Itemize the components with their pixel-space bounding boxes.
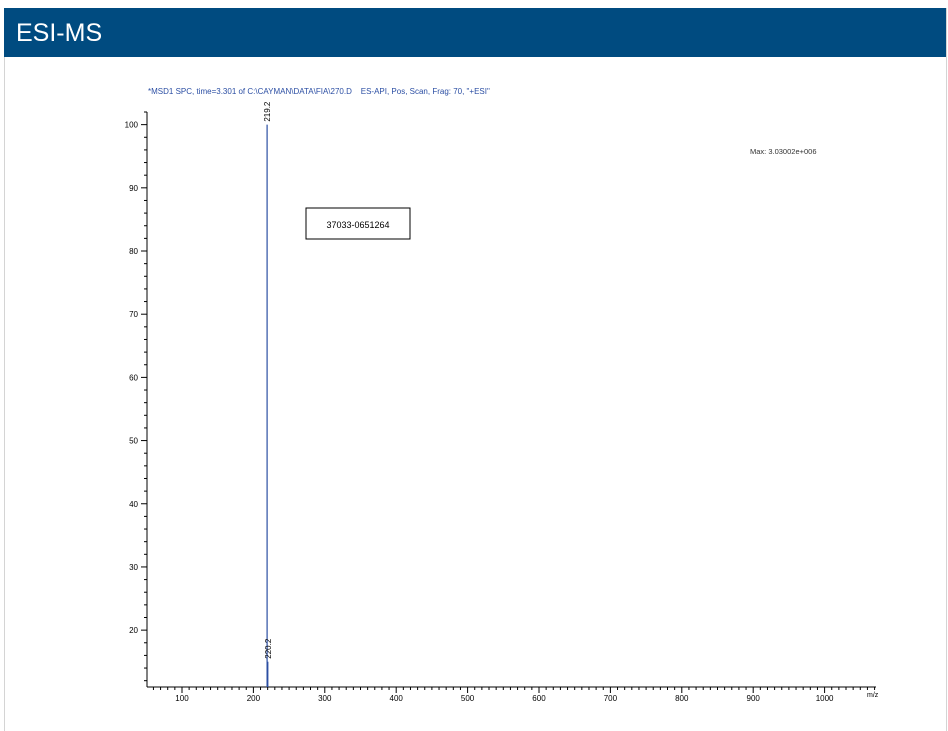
y-tick-label: 20	[129, 626, 138, 635]
x-tick-label: 600	[532, 694, 546, 703]
y-tick-label: 90	[129, 184, 138, 193]
max-intensity-label: Max: 3.03002e+006	[750, 147, 817, 156]
y-tick-label: 80	[129, 247, 138, 256]
x-axis-label: m/z	[867, 692, 879, 699]
y-tick-label: 50	[129, 437, 138, 446]
x-axis-ticks: 100 200 300 400 500 600 700 800 900 1000	[152, 687, 876, 703]
y-axis-ticks: 20 30 40 50 60 70 80 90 100	[125, 111, 147, 682]
y-tick-label: 30	[129, 563, 138, 572]
x-tick-label: 800	[675, 694, 689, 703]
x-tick-label: 100	[175, 694, 189, 703]
sample-id-label: 37033-0651264	[326, 220, 389, 230]
x-tick-label: 1000	[816, 694, 834, 703]
y-tick-label: 100	[125, 121, 139, 130]
x-tick-label: 400	[390, 694, 404, 703]
y-tick-label: 70	[129, 310, 138, 319]
y-tick-label: 60	[129, 373, 138, 382]
x-tick-label: 500	[461, 694, 475, 703]
x-tick-label: 300	[318, 694, 332, 703]
y-tick-label: 40	[129, 500, 138, 509]
page-frame	[4, 8, 947, 731]
peak-label: 219.2	[263, 101, 272, 122]
x-tick-label: 900	[747, 694, 761, 703]
chart-title: *MSD1 SPC, time=3.301 of C:\CAYMAN\DATA\…	[148, 87, 490, 96]
x-tick-label: 200	[247, 694, 261, 703]
peak-series: 219.2 220.2	[263, 101, 273, 687]
peak-label: 220.2	[264, 638, 273, 659]
sample-id-box	[305, 207, 411, 240]
x-tick-label: 700	[604, 694, 618, 703]
page-title: ESI-MS	[16, 19, 103, 47]
header-bar: ESI-MS	[4, 8, 946, 57]
